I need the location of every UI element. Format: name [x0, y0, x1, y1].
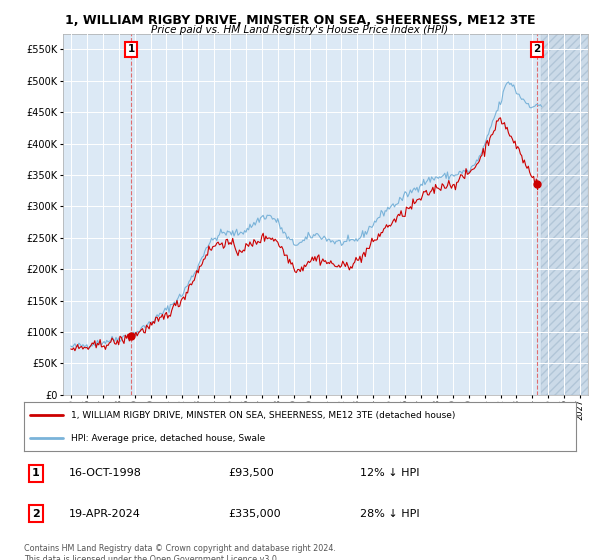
Text: 1: 1	[128, 44, 135, 54]
Text: 1, WILLIAM RIGBY DRIVE, MINSTER ON SEA, SHEERNESS, ME12 3TE (detached house): 1, WILLIAM RIGBY DRIVE, MINSTER ON SEA, …	[71, 411, 455, 420]
Text: £335,000: £335,000	[228, 508, 281, 519]
Text: HPI: Average price, detached house, Swale: HPI: Average price, detached house, Swal…	[71, 434, 265, 443]
Text: 2: 2	[32, 508, 40, 519]
Text: 1: 1	[32, 468, 40, 478]
Text: 1, WILLIAM RIGBY DRIVE, MINSTER ON SEA, SHEERNESS, ME12 3TE: 1, WILLIAM RIGBY DRIVE, MINSTER ON SEA, …	[65, 14, 535, 27]
Text: 19-APR-2024: 19-APR-2024	[69, 508, 141, 519]
Bar	[541, 34, 588, 395]
Text: £93,500: £93,500	[228, 468, 274, 478]
Text: 12% ↓ HPI: 12% ↓ HPI	[360, 468, 419, 478]
Text: Price paid vs. HM Land Registry's House Price Index (HPI): Price paid vs. HM Land Registry's House …	[151, 25, 449, 35]
Text: 2: 2	[533, 44, 541, 54]
Text: 16-OCT-1998: 16-OCT-1998	[69, 468, 142, 478]
Text: Contains HM Land Registry data © Crown copyright and database right 2024.
This d: Contains HM Land Registry data © Crown c…	[24, 544, 336, 560]
Text: 28% ↓ HPI: 28% ↓ HPI	[360, 508, 419, 519]
